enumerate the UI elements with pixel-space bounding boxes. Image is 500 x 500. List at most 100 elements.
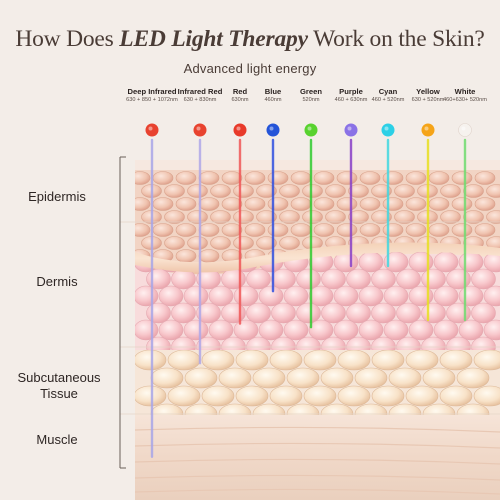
cell xyxy=(428,171,450,185)
cell xyxy=(439,350,473,371)
cell xyxy=(405,171,427,185)
cell xyxy=(135,197,151,211)
page-title: How Does LED Light Therapy Work on the S… xyxy=(0,26,500,53)
cell xyxy=(269,385,303,407)
cell xyxy=(321,268,346,290)
band-name: Blue xyxy=(264,87,282,96)
cell xyxy=(175,249,197,263)
band-wavelength: 460nm xyxy=(264,97,282,103)
cell xyxy=(458,252,484,273)
band-header: Yellow 630 + 520nm xyxy=(398,87,458,104)
cell xyxy=(354,367,388,389)
cell xyxy=(208,285,234,307)
dot-highlight xyxy=(148,126,153,131)
cell xyxy=(474,223,496,237)
cell xyxy=(233,285,259,307)
cell xyxy=(171,302,196,324)
cell xyxy=(290,171,312,185)
band-name: White xyxy=(454,87,476,96)
band-name: Yellow xyxy=(416,87,440,96)
cell xyxy=(267,223,289,237)
cell xyxy=(421,302,446,324)
cell xyxy=(210,236,231,250)
band-header: Infrared Red 630 + 830nm xyxy=(170,87,230,104)
cell xyxy=(333,319,359,341)
cell xyxy=(371,210,392,224)
cell xyxy=(175,223,197,237)
band-color-dot xyxy=(344,123,358,137)
cell xyxy=(394,210,415,224)
cell xyxy=(221,302,246,324)
cell xyxy=(358,252,384,273)
cell xyxy=(283,319,309,341)
cell xyxy=(456,367,490,389)
cell xyxy=(146,268,171,290)
band-header: Deep Infrared 630 + 850 + 1072nm xyxy=(122,87,182,104)
light-beams xyxy=(145,123,472,458)
dermis-cells xyxy=(135,252,500,350)
cell xyxy=(135,223,151,237)
cell xyxy=(359,171,381,185)
layer-bracket xyxy=(119,156,126,469)
cell xyxy=(333,285,359,307)
cell xyxy=(269,350,303,371)
cell xyxy=(303,350,337,371)
cell xyxy=(486,210,500,224)
band-name: Cyan xyxy=(378,87,398,96)
band-header: Green 520nm xyxy=(281,87,341,104)
cell xyxy=(405,350,439,371)
cell xyxy=(135,171,151,185)
dot-highlight xyxy=(196,126,201,131)
cell xyxy=(233,184,254,198)
cell xyxy=(221,268,246,290)
cell xyxy=(152,223,174,237)
cell xyxy=(408,319,434,341)
band-wavelength: 520nm xyxy=(302,97,320,103)
cell xyxy=(279,236,300,250)
cell xyxy=(371,268,396,290)
cell xyxy=(483,319,500,341)
cell xyxy=(440,184,461,198)
title-suffix: Work on the Skin? xyxy=(307,26,485,52)
subtitle: Advanced light energy xyxy=(183,61,317,76)
band-name: Deep Infrared xyxy=(127,87,177,96)
cell xyxy=(296,302,321,324)
cell xyxy=(267,171,289,185)
cell xyxy=(358,285,384,307)
cell xyxy=(451,197,473,211)
cell xyxy=(408,285,434,307)
cell xyxy=(422,367,456,389)
title-emphasis: LED Light Therapy xyxy=(119,26,308,52)
cell xyxy=(382,223,404,237)
cell xyxy=(303,385,337,407)
cell xyxy=(458,319,484,341)
band-header: Cyan 460 + 520nm xyxy=(358,87,418,104)
band-wavelength: 460+630+ 520nm xyxy=(443,97,487,103)
cell xyxy=(446,268,471,290)
cell xyxy=(164,210,185,224)
epidermis-cells xyxy=(135,171,500,263)
band-header: Purple 460 + 630nm xyxy=(321,87,381,104)
cell xyxy=(463,184,484,198)
cell xyxy=(256,236,277,250)
cell xyxy=(308,285,334,307)
cell xyxy=(279,210,300,224)
cell xyxy=(283,285,309,307)
dot-highlight xyxy=(236,126,241,131)
cell xyxy=(233,319,259,341)
cell xyxy=(167,350,201,371)
cell xyxy=(198,249,220,263)
cell xyxy=(210,184,231,198)
dot-highlight xyxy=(347,126,352,131)
band-color-dot xyxy=(381,123,395,137)
cell xyxy=(371,184,392,198)
cell xyxy=(383,252,409,273)
cell xyxy=(135,385,167,407)
cell xyxy=(221,171,243,185)
band-wavelength: 460 + 630nm xyxy=(334,97,368,103)
cell xyxy=(233,210,254,224)
cell xyxy=(152,171,174,185)
layer-label-muscle: Muscle xyxy=(36,432,78,447)
cell xyxy=(198,171,220,185)
cell xyxy=(458,285,484,307)
